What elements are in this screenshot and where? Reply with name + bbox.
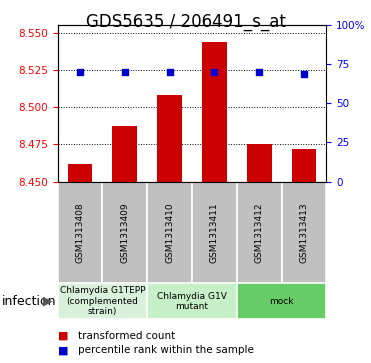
Bar	[292, 149, 316, 182]
Text: Chlamydia G1V
mutant: Chlamydia G1V mutant	[157, 291, 227, 311]
Point	[211, 69, 217, 75]
Bar	[58, 182, 102, 283]
Bar	[192, 182, 237, 283]
Bar	[247, 144, 272, 182]
Point	[77, 69, 83, 75]
Bar	[102, 182, 147, 283]
Text: transformed count: transformed count	[78, 331, 175, 341]
Text: percentile rank within the sample: percentile rank within the sample	[78, 345, 254, 355]
Point	[256, 69, 262, 75]
Bar	[157, 95, 182, 182]
Bar	[237, 182, 282, 283]
Text: mock: mock	[269, 297, 294, 306]
Bar	[282, 182, 326, 283]
Text: GSM1313411: GSM1313411	[210, 202, 219, 263]
Text: GSM1313408: GSM1313408	[75, 202, 85, 263]
Text: ■: ■	[58, 345, 68, 355]
Bar	[147, 283, 237, 319]
Point	[301, 71, 307, 77]
Text: GDS5635 / 206491_s_at: GDS5635 / 206491_s_at	[86, 13, 285, 31]
Bar	[237, 283, 326, 319]
Bar	[147, 182, 192, 283]
Text: ▶: ▶	[43, 295, 52, 308]
Point	[122, 69, 128, 75]
Text: GSM1313412: GSM1313412	[255, 202, 264, 262]
Text: Chlamydia G1TEPP
(complemented
strain): Chlamydia G1TEPP (complemented strain)	[60, 286, 145, 316]
Bar	[68, 164, 92, 182]
Text: infection: infection	[2, 295, 56, 308]
Point	[167, 69, 173, 75]
Text: GSM1313409: GSM1313409	[120, 202, 129, 263]
Text: GSM1313413: GSM1313413	[299, 202, 309, 263]
Text: GSM1313410: GSM1313410	[165, 202, 174, 263]
Bar	[58, 283, 147, 319]
Text: ■: ■	[58, 331, 68, 341]
Bar	[112, 126, 137, 182]
Bar	[202, 42, 227, 182]
